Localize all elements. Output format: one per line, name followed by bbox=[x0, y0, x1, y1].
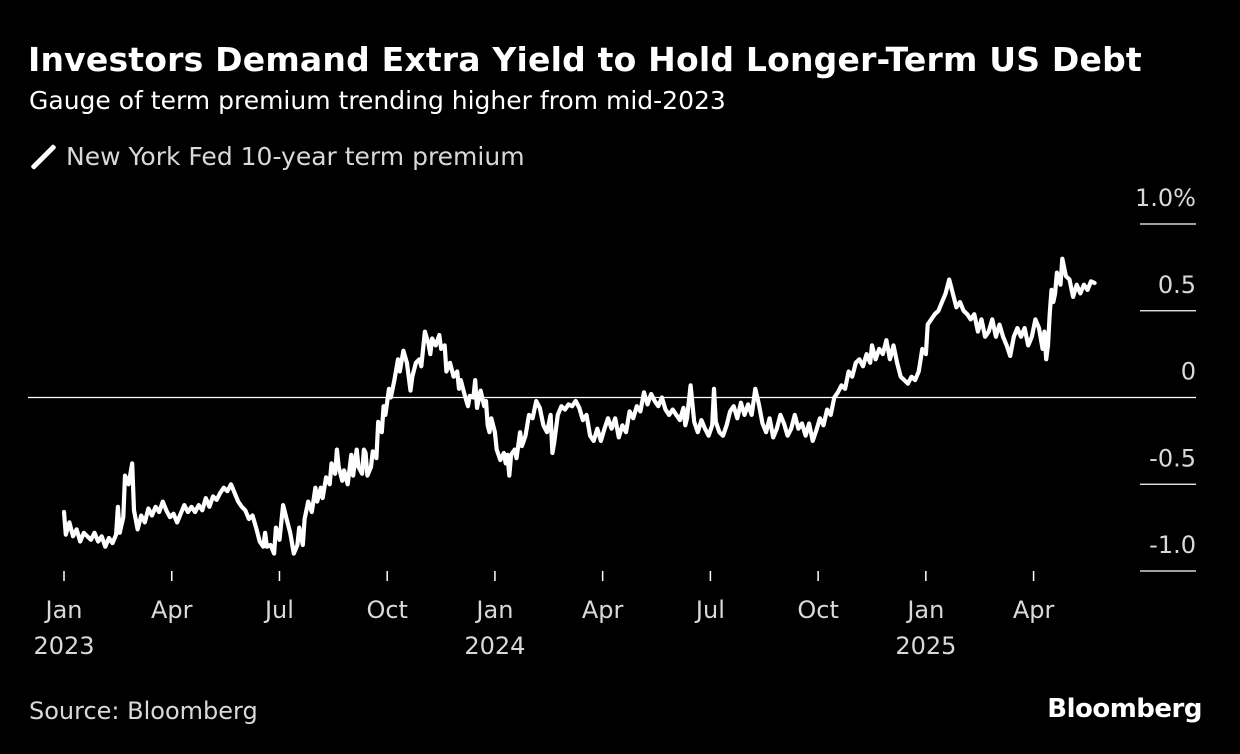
bloomberg-logo: Bloomberg bbox=[1047, 694, 1202, 724]
y-tick-label: 0 bbox=[1181, 358, 1196, 386]
x-tick-year-label: 2024 bbox=[464, 632, 525, 660]
x-tick-label: Apr bbox=[582, 596, 624, 624]
x-tick-label: Oct bbox=[797, 596, 839, 624]
x-tick-label: Jan bbox=[474, 596, 513, 624]
x-tick-year-label: 2025 bbox=[895, 632, 956, 660]
x-tick-label: Apr bbox=[1013, 596, 1055, 624]
x-tick-label: Jan bbox=[905, 596, 944, 624]
y-axis: 1.0% 0.5 0 -0.5 -1.0 bbox=[1135, 184, 1196, 559]
y-tick-label: 0.5 bbox=[1158, 271, 1196, 299]
series-line-term-premium bbox=[61, 256, 1097, 556]
chart-subtitle: Gauge of term premium trending higher fr… bbox=[29, 86, 726, 115]
y-tick-label: -1.0 bbox=[1149, 531, 1196, 559]
x-tick-label: Jul bbox=[694, 596, 725, 624]
source-note: Source: Bloomberg bbox=[29, 697, 258, 725]
x-tick-label: Jan bbox=[44, 596, 83, 624]
x-axis: Jan 2023 Apr Jul Oct Jan 2024 Apr Jul Oct Jan 2025 A… bbox=[33, 571, 1054, 660]
y-tick-label: -0.5 bbox=[1149, 444, 1196, 472]
legend-label: New York Fed 10-year term premium bbox=[66, 142, 525, 171]
x-tick-year-label: 2023 bbox=[33, 632, 94, 660]
x-tick-label: Apr bbox=[151, 596, 193, 624]
series-layer bbox=[61, 256, 1097, 556]
x-tick-label: Jul bbox=[263, 596, 294, 624]
chart-title: Investors Demand Extra Yield to Hold Lon… bbox=[28, 40, 1142, 79]
gridlines bbox=[28, 223, 1196, 572]
x-tick-label: Oct bbox=[366, 596, 408, 624]
legend: New York Fed 10-year term premium bbox=[30, 142, 525, 171]
y-tick-label: 1.0% bbox=[1135, 184, 1196, 212]
